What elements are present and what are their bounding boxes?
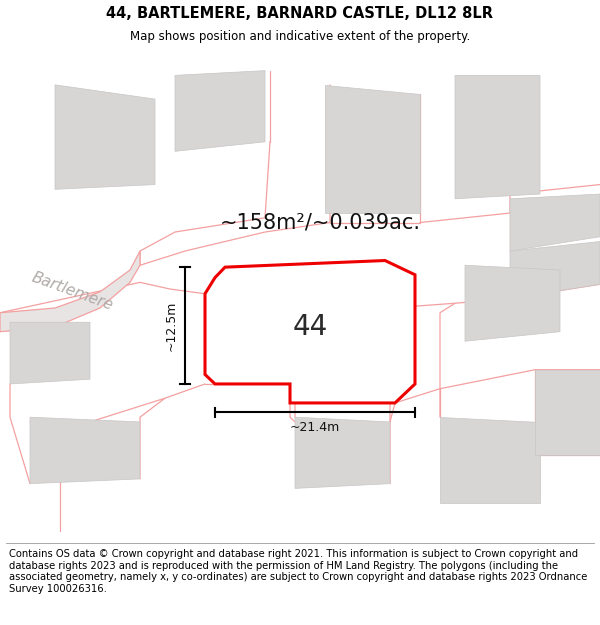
Polygon shape bbox=[30, 418, 140, 484]
Text: 44: 44 bbox=[292, 313, 328, 341]
Polygon shape bbox=[510, 241, 600, 299]
Polygon shape bbox=[10, 322, 90, 384]
Polygon shape bbox=[55, 85, 155, 189]
Text: 44, BARTLEMERE, BARNARD CASTLE, DL12 8LR: 44, BARTLEMERE, BARNARD CASTLE, DL12 8LR bbox=[107, 6, 493, 21]
Polygon shape bbox=[465, 265, 560, 341]
Polygon shape bbox=[440, 418, 540, 502]
Polygon shape bbox=[510, 194, 600, 251]
Polygon shape bbox=[535, 370, 600, 455]
Polygon shape bbox=[295, 418, 390, 488]
Text: ~12.5m: ~12.5m bbox=[165, 301, 178, 351]
Text: Map shows position and indicative extent of the property.: Map shows position and indicative extent… bbox=[130, 30, 470, 43]
Polygon shape bbox=[325, 85, 420, 213]
Text: Contains OS data © Crown copyright and database right 2021. This information is : Contains OS data © Crown copyright and d… bbox=[9, 549, 587, 594]
Polygon shape bbox=[455, 76, 540, 199]
Text: ~158m²/~0.039ac.: ~158m²/~0.039ac. bbox=[220, 213, 421, 232]
Text: ~21.4m: ~21.4m bbox=[290, 421, 340, 434]
Polygon shape bbox=[175, 71, 265, 151]
Polygon shape bbox=[205, 261, 415, 403]
Polygon shape bbox=[0, 251, 140, 332]
Text: Bartlemere: Bartlemere bbox=[29, 270, 115, 314]
